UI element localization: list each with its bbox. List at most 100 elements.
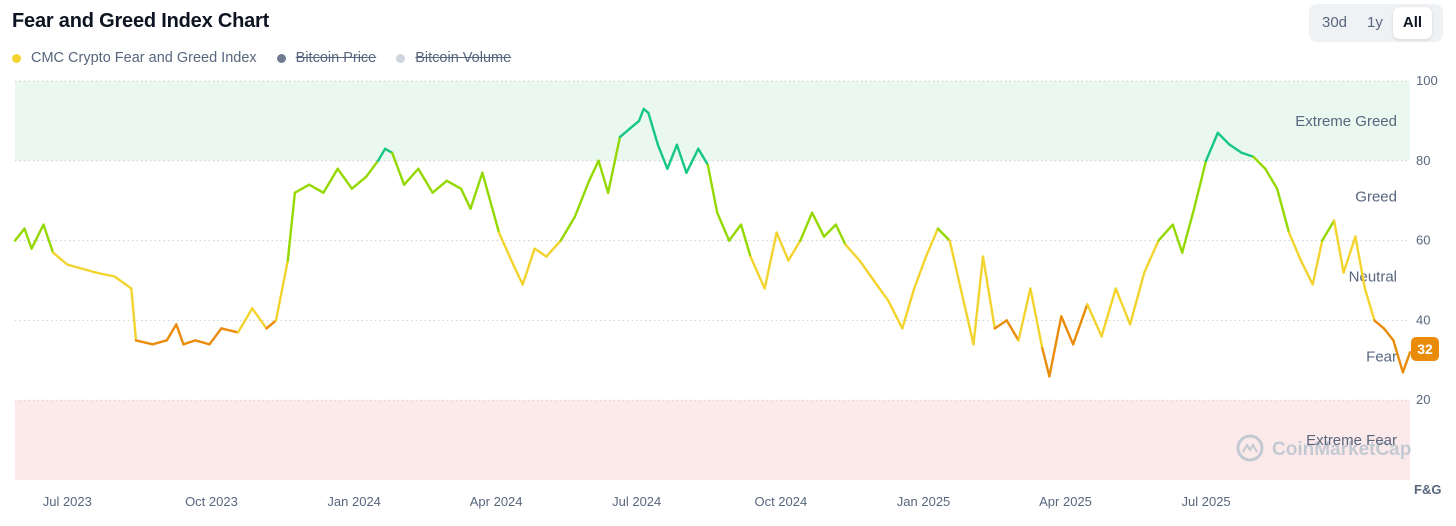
series-segment (763, 231, 778, 290)
series-segment (194, 339, 211, 346)
y-tick-label: 80 (1416, 153, 1430, 168)
series-segment (208, 327, 223, 346)
legend-bitcoin-volume[interactable]: Bitcoin Volume (396, 50, 511, 66)
y-tick-label: 40 (1416, 312, 1430, 327)
series-segment (1401, 351, 1412, 374)
series-segment (481, 171, 501, 234)
range-30d-button[interactable]: 30d (1322, 14, 1348, 31)
fear-greed-series[interactable] (13, 107, 1412, 378)
series-segment (308, 183, 325, 194)
series-segment (656, 143, 669, 171)
series-segment (924, 227, 940, 258)
series-segment (533, 247, 548, 258)
series-segment (706, 163, 719, 214)
series-segment (497, 231, 515, 266)
time-range-selector: 30d 1y All (1309, 4, 1443, 42)
series-segment (1240, 151, 1255, 159)
series-segment (134, 339, 154, 346)
series-segment (913, 255, 928, 290)
series-segment (787, 239, 802, 262)
series-segment (250, 307, 268, 330)
range-all-button[interactable]: All (1392, 7, 1433, 39)
extreme-fear-zone (15, 400, 1410, 480)
series-segment (512, 263, 524, 286)
series-segment (1071, 303, 1089, 346)
zone-label-fear: Fear (1366, 348, 1397, 365)
series-segment (1311, 239, 1324, 286)
x-tick-label: Apr 2024 (470, 494, 523, 509)
series-segment (901, 287, 916, 330)
series-segment (236, 307, 254, 334)
legend-bitcoin-price[interactable]: Bitcoin Price (276, 50, 377, 66)
x-tick-label: Oct 2023 (185, 494, 238, 509)
series-segment (697, 147, 709, 167)
series-segment (606, 135, 622, 194)
series-segment (618, 127, 631, 139)
series-segment (94, 271, 116, 278)
series-segment (1228, 143, 1243, 155)
series-segment (799, 211, 814, 242)
series-segment (42, 223, 55, 254)
series-segment (1382, 327, 1395, 342)
x-tick-label: Jan 2025 (897, 494, 951, 509)
legend-label: Bitcoin Volume (415, 50, 512, 66)
x-axis: Jul 2023 Oct 2023 Jan 2024 Apr 2024 Jul … (43, 494, 1231, 509)
gridlines (15, 80, 1410, 401)
series-segment (469, 171, 484, 210)
series-segment (1029, 287, 1044, 350)
series-segment (30, 223, 45, 250)
series-segment (391, 151, 406, 186)
y-tick-label: 60 (1416, 233, 1430, 248)
series-segment (993, 319, 1008, 330)
series-segment (265, 319, 278, 330)
series-segment (960, 291, 975, 346)
series-segment (1252, 155, 1267, 171)
coinmarketcap-logo-mark (1242, 443, 1258, 453)
range-1y-button[interactable]: 1y (1367, 14, 1383, 31)
series-segment (1204, 131, 1220, 163)
chart-title: Fear and Greed Index Chart (12, 10, 270, 32)
series-segment (1143, 239, 1160, 274)
series-segment (810, 211, 826, 238)
series-segment (1171, 223, 1184, 254)
series-segment (286, 191, 297, 262)
series-segment (1060, 315, 1075, 346)
series-segment (749, 255, 766, 290)
series-segment (1005, 319, 1020, 342)
series-segment (182, 339, 197, 346)
y-tick-label: 20 (1416, 392, 1430, 407)
series-segment (573, 179, 591, 218)
series-segment (886, 299, 904, 330)
series-segment (1264, 167, 1279, 190)
series-segment (1392, 339, 1405, 374)
series-segment (727, 223, 743, 242)
series-segment (1048, 315, 1063, 378)
series-segment (402, 167, 420, 186)
series-segment (431, 179, 448, 194)
series-segment (936, 227, 951, 242)
series-segment (23, 227, 33, 250)
x-tick-label: Jan 2024 (327, 494, 381, 509)
series-segment (666, 143, 679, 171)
series-segment (1114, 287, 1132, 326)
legend-label: CMC Crypto Fear and Greed Index (31, 50, 257, 66)
series-segment (445, 179, 463, 190)
legend-fear-greed-index[interactable]: CMC Crypto Fear and Greed Index (12, 50, 257, 66)
x-tick-label: Oct 2024 (754, 494, 807, 509)
series-segment (822, 223, 838, 238)
series-segment (716, 211, 731, 242)
series-segment (1373, 319, 1386, 330)
coinmarketcap-logo-icon (1236, 434, 1264, 462)
chart-legend: CMC Crypto Fear and Greed Index Bitcoin … (12, 50, 531, 66)
series-segment (844, 243, 861, 262)
x-tick-label: Jul 2024 (612, 494, 661, 509)
zone-label-greed: Greed (1355, 189, 1397, 206)
series-segment (376, 147, 387, 163)
series-segment (1128, 271, 1146, 326)
series-segment (151, 339, 169, 346)
legend-label: Bitcoin Price (295, 50, 377, 66)
series-segment (1354, 235, 1367, 290)
series-segment (364, 159, 380, 179)
watermark-text: CoinMarketCap (1272, 439, 1411, 460)
